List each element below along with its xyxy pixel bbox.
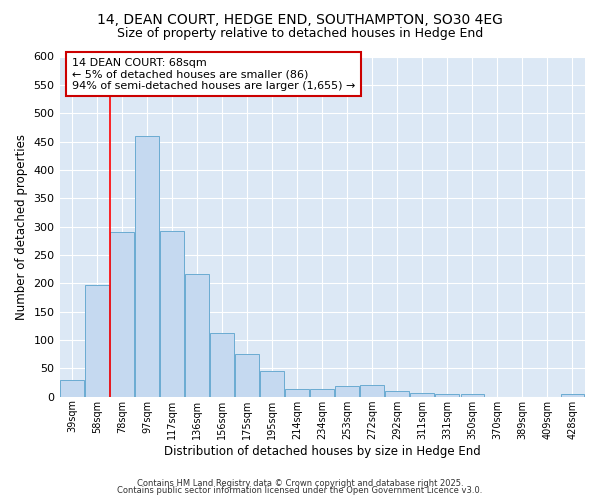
Bar (160, 230, 184, 396)
Text: Size of property relative to detached houses in Hedge End: Size of property relative to detached ho… (117, 28, 483, 40)
Bar (210, 333, 234, 396)
Bar (436, 394, 459, 396)
Bar (260, 370, 284, 396)
Bar (410, 392, 434, 396)
Bar (60, 380, 84, 396)
Bar (135, 136, 159, 396)
Bar (286, 388, 309, 396)
Text: 14, DEAN COURT, HEDGE END, SOUTHAMPTON, SO30 4EG: 14, DEAN COURT, HEDGE END, SOUTHAMPTON, … (97, 12, 503, 26)
Bar (185, 274, 209, 396)
Bar (310, 388, 334, 396)
X-axis label: Distribution of detached houses by size in Hedge End: Distribution of detached houses by size … (164, 444, 481, 458)
Bar (461, 394, 484, 396)
Y-axis label: Number of detached properties: Number of detached properties (15, 134, 28, 320)
Text: Contains HM Land Registry data © Crown copyright and database right 2025.: Contains HM Land Registry data © Crown c… (137, 478, 463, 488)
Bar (235, 354, 259, 397)
Bar (385, 391, 409, 396)
Bar (110, 232, 134, 396)
Bar (85, 285, 109, 397)
Bar (361, 386, 384, 396)
Bar (560, 394, 584, 396)
Bar (335, 386, 359, 396)
Text: Contains public sector information licensed under the Open Government Licence v3: Contains public sector information licen… (118, 486, 482, 495)
Text: 14 DEAN COURT: 68sqm
← 5% of detached houses are smaller (86)
94% of semi-detach: 14 DEAN COURT: 68sqm ← 5% of detached ho… (72, 58, 355, 91)
